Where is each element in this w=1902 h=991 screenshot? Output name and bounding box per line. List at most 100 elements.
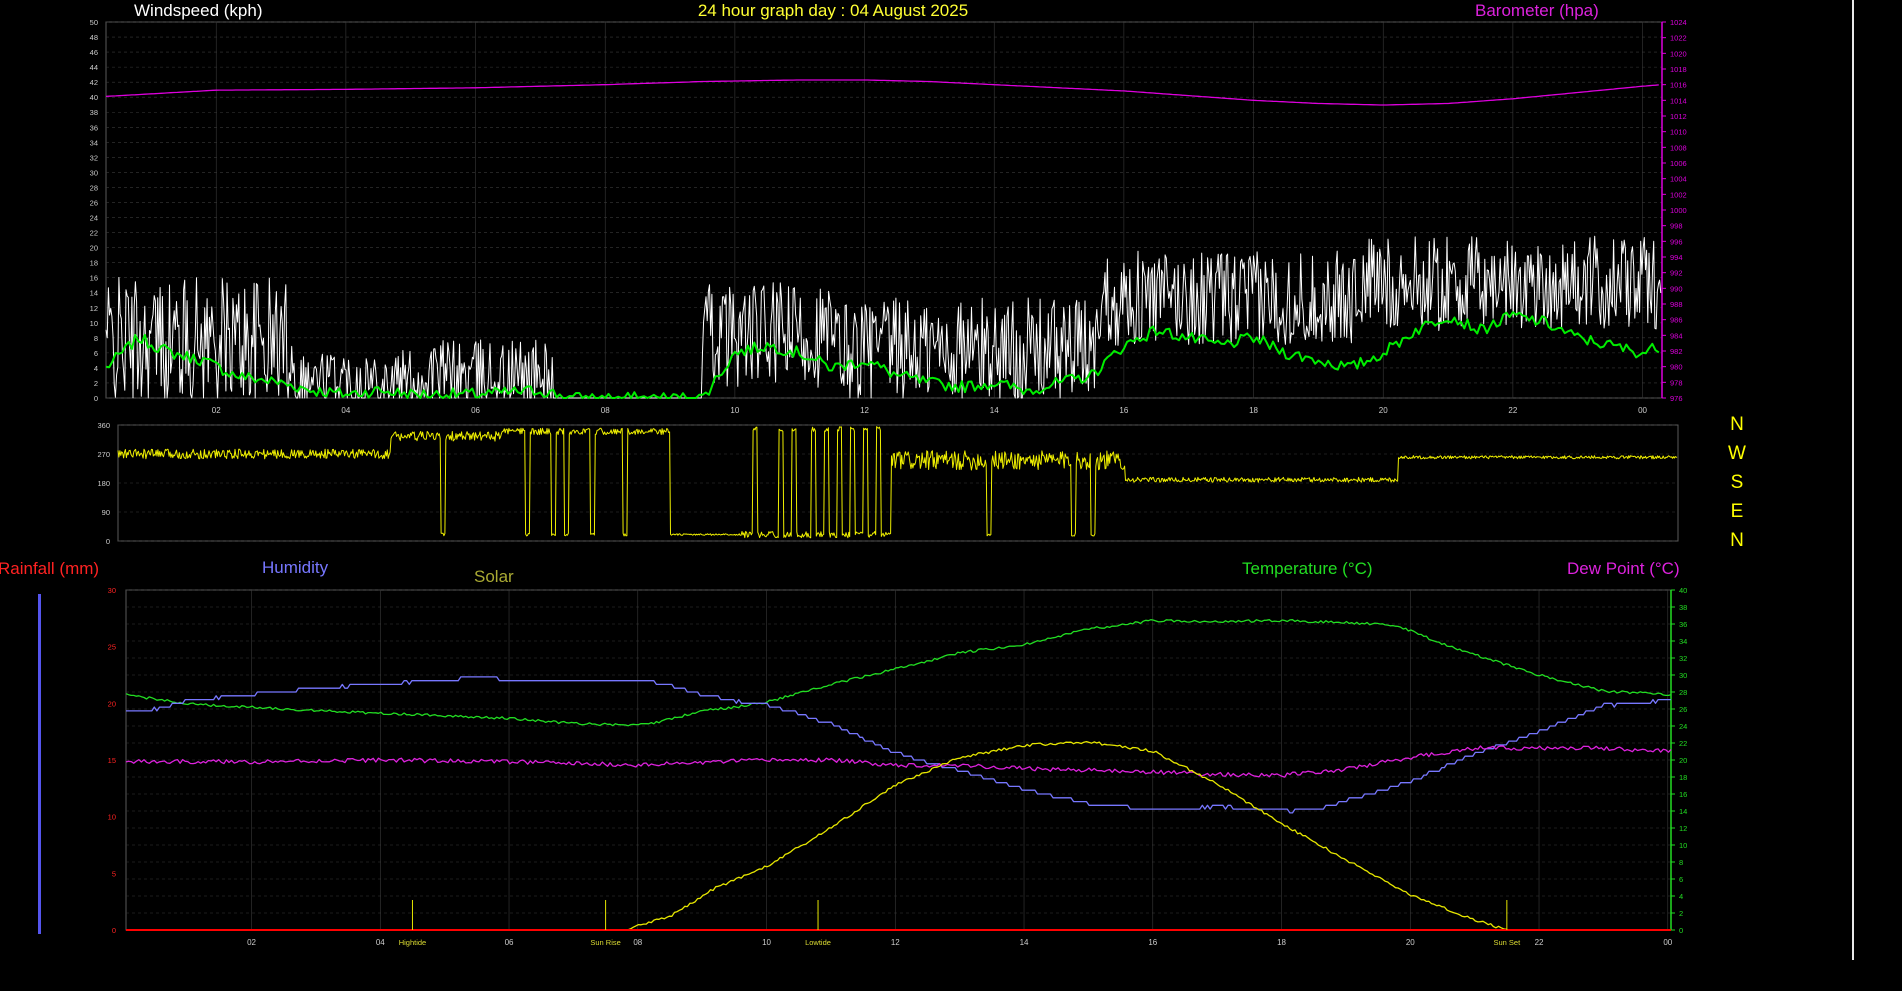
windspeed-tick: 28 <box>90 183 98 192</box>
hour-tick: 08 <box>633 938 642 947</box>
temperature-tick: 16 <box>1679 790 1687 799</box>
dewpoint-line <box>125 745 1672 778</box>
hour-tick: 08 <box>601 406 610 415</box>
panel-wind-barometer: 0246810121416182022242628303234363840424… <box>90 1 1687 415</box>
direction-tick: 360 <box>97 421 110 430</box>
direction-tick: 0 <box>106 537 110 546</box>
rainfall-tick: 30 <box>108 586 116 595</box>
hour-tick: 06 <box>505 938 514 947</box>
barometer-tick: 1002 <box>1670 190 1687 199</box>
panel1-frame <box>105 21 1663 399</box>
windspeed-tick: 4 <box>94 364 98 373</box>
compass-e: E <box>1730 501 1744 522</box>
hour-tick: 20 <box>1379 406 1388 415</box>
compass-w: W <box>1728 443 1746 464</box>
legend-humidity: Humidity <box>262 558 329 577</box>
barometer-tick: 990 <box>1670 284 1683 293</box>
barometer-axis-title: Barometer (hpa) <box>1475 1 1599 20</box>
windspeed-tick: 16 <box>90 274 98 283</box>
windspeed-average-line <box>105 311 1660 399</box>
legend-dewpoint: Dew Point (°C) <box>1567 559 1680 578</box>
temperature-tick: 22 <box>1679 739 1687 748</box>
hour-tick: 00 <box>1663 938 1672 947</box>
barometer-tick: 976 <box>1670 394 1683 403</box>
compass-legend: N W S E N <box>1724 410 1750 555</box>
temperature-tick: 28 <box>1679 688 1687 697</box>
rainfall-tick: 25 <box>108 643 116 652</box>
temperature-tick: 24 <box>1679 722 1687 731</box>
temperature-tick: 30 <box>1679 671 1687 680</box>
rainfall-tick: 15 <box>108 756 116 765</box>
barometer-tick: 988 <box>1670 300 1683 309</box>
hour-tick: 20 <box>1406 938 1415 947</box>
hour-tick: 04 <box>376 938 385 947</box>
temperature-line <box>125 619 1672 727</box>
barometer-tick: 994 <box>1670 253 1683 262</box>
barometer-tick: 986 <box>1670 316 1683 325</box>
barometer-tick: 982 <box>1670 347 1683 356</box>
wind-direction-line <box>117 426 1678 539</box>
hour-tick: 14 <box>1020 938 1029 947</box>
barometer-tick: 1010 <box>1670 128 1687 137</box>
rainfall-tick: 20 <box>108 699 116 708</box>
legend-solar: Solar <box>474 567 514 586</box>
barometer-tick: 980 <box>1670 363 1683 372</box>
barometer-tick: 1016 <box>1670 81 1687 90</box>
temperature-tick: 34 <box>1679 637 1687 646</box>
temperature-tick: 20 <box>1679 756 1687 765</box>
hour-tick: 02 <box>212 406 221 415</box>
hour-tick: 12 <box>860 406 869 415</box>
windspeed-tick: 38 <box>90 108 98 117</box>
compass-n-bottom: N <box>1730 530 1744 551</box>
windspeed-tick: 32 <box>90 153 98 162</box>
windspeed-axis-title: Windspeed (kph) <box>134 1 263 20</box>
hour-tick: 04 <box>341 406 350 415</box>
temperature-tick: 4 <box>1679 892 1683 901</box>
barometer-tick: 984 <box>1670 331 1683 340</box>
windspeed-tick: 48 <box>90 33 98 42</box>
windspeed-tick: 40 <box>90 93 98 102</box>
barometer-tick: 1000 <box>1670 206 1687 215</box>
barometer-tick: 996 <box>1670 237 1683 246</box>
event-label: Lowtide <box>805 938 831 947</box>
rainfall-tick: 5 <box>112 869 116 878</box>
barometer-tick: 992 <box>1670 269 1683 278</box>
event-label: Sun Set <box>1494 938 1522 947</box>
barometer-tick: 1006 <box>1670 159 1687 168</box>
hour-tick: 18 <box>1249 406 1258 415</box>
rainfall-tick: 0 <box>112 926 116 935</box>
windspeed-tick: 2 <box>94 379 98 388</box>
chart-title: 24 hour graph day : 04 August 2025 <box>698 1 968 20</box>
hour-tick: 02 <box>247 938 256 947</box>
temperature-tick: 8 <box>1679 858 1683 867</box>
hour-tick: 10 <box>762 938 771 947</box>
humidity-line <box>126 676 1671 814</box>
barometer-tick: 1024 <box>1670 18 1687 27</box>
barometer-line <box>105 79 1659 106</box>
windspeed-tick: 50 <box>90 18 98 27</box>
windspeed-gust-line <box>105 235 1662 399</box>
windspeed-tick: 22 <box>90 229 98 238</box>
temperature-tick: 6 <box>1679 875 1683 884</box>
barometer-tick: 1020 <box>1670 49 1687 58</box>
windspeed-tick: 18 <box>90 259 98 268</box>
barometer-tick: 1018 <box>1670 65 1687 74</box>
legend-rainfall: Rainfall (mm) <box>0 559 99 578</box>
windspeed-tick: 44 <box>90 63 98 72</box>
hour-tick: 10 <box>730 406 739 415</box>
temperature-tick: 40 <box>1679 586 1687 595</box>
temperature-tick: 38 <box>1679 603 1687 612</box>
temperature-tick: 0 <box>1679 926 1683 935</box>
temperature-tick: 36 <box>1679 620 1687 629</box>
barometer-tick: 998 <box>1670 222 1683 231</box>
solar-line <box>126 740 1671 931</box>
event-label: Sun Rise <box>590 938 620 947</box>
barometer-tick: 978 <box>1670 378 1683 387</box>
hour-tick: 18 <box>1277 938 1286 947</box>
temperature-tick: 32 <box>1679 654 1687 663</box>
temperature-tick: 26 <box>1679 705 1687 714</box>
hour-tick: 22 <box>1535 938 1544 947</box>
barometer-tick: 1012 <box>1670 112 1687 121</box>
hour-tick: 22 <box>1508 406 1517 415</box>
